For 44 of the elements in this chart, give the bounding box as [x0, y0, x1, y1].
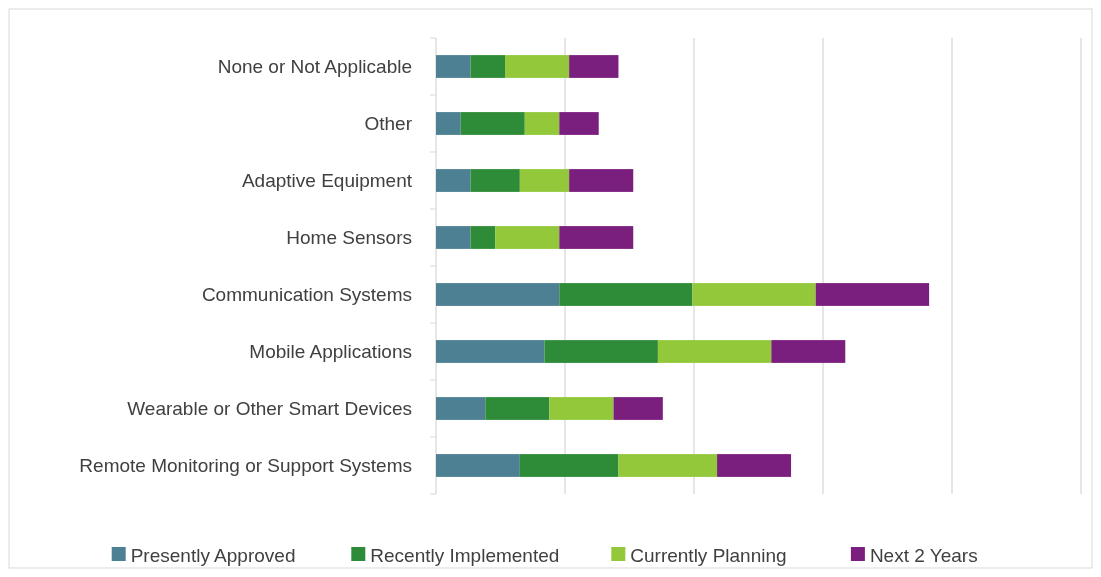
- legend-label: Presently Approved: [130, 544, 296, 566]
- bar: [815, 283, 930, 306]
- bar: [549, 397, 614, 420]
- bar: [559, 283, 693, 306]
- y-tick-label: None or Not Applicable: [217, 56, 412, 78]
- bar: [436, 454, 520, 477]
- y-tick-label: Other: [364, 113, 413, 135]
- bar: [559, 226, 634, 249]
- bar: [470, 169, 520, 192]
- y-tick-label: Remote Monitoring or Support Systems: [79, 455, 412, 477]
- bar: [436, 340, 545, 363]
- y-tick-label: Mobile Applications: [249, 341, 412, 363]
- legend-label: Currently Planning: [630, 544, 787, 566]
- legend-label: Next 2 Years: [869, 544, 978, 566]
- bar: [569, 55, 619, 78]
- bar: [618, 454, 718, 477]
- bar: [519, 169, 570, 192]
- bar: [470, 226, 496, 249]
- bar: [519, 454, 619, 477]
- bar: [470, 55, 506, 78]
- bar: [657, 340, 772, 363]
- bar: [544, 340, 658, 363]
- bar: [524, 112, 560, 135]
- bar: [569, 169, 634, 192]
- bar: [505, 55, 570, 78]
- bar: [692, 283, 816, 306]
- bar: [436, 397, 486, 420]
- bar: [495, 226, 560, 249]
- bar: [771, 340, 846, 363]
- bar: [485, 397, 550, 420]
- bar: [436, 226, 471, 249]
- y-tick-label: Wearable or Other Smart Devices: [127, 398, 412, 420]
- bar: [436, 112, 461, 135]
- bar: [717, 454, 792, 477]
- y-tick-label: Home Sensors: [286, 227, 412, 249]
- legend-label: Recently Implemented: [370, 544, 560, 566]
- y-tick-label: Adaptive Equipment: [241, 170, 413, 192]
- bar: [613, 397, 663, 420]
- bar: [436, 283, 560, 306]
- bar: [436, 55, 471, 78]
- bar: [436, 169, 471, 192]
- bar: [460, 112, 525, 135]
- bar: [559, 112, 599, 135]
- y-tick-label: Communication Systems: [201, 284, 412, 306]
